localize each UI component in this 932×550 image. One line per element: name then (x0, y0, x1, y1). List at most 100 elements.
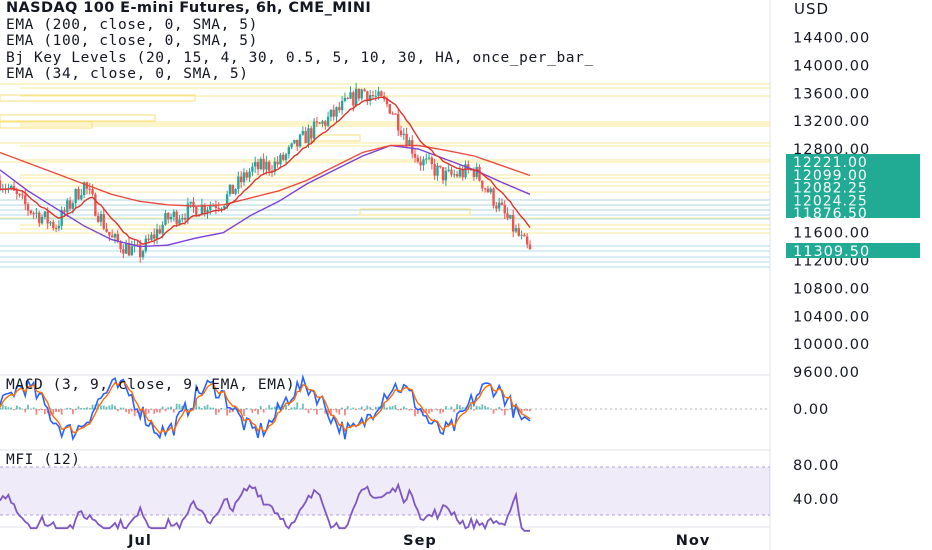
macd-histogram-bar (296, 402, 299, 410)
candle-body (35, 212, 38, 214)
candle-body (399, 130, 403, 136)
macd-histogram-bar (341, 407, 344, 410)
candle-body (528, 244, 532, 250)
macd-histogram-bar (21, 408, 24, 410)
macd-histogram-bar (402, 406, 405, 410)
candle-body (82, 182, 86, 196)
candle-body (26, 204, 30, 211)
candle-body (110, 235, 114, 238)
candle-body (253, 161, 257, 167)
macd-histogram-bar (91, 404, 94, 410)
candle-body (467, 164, 470, 170)
price-tick-label: 14400.00 (793, 31, 870, 47)
macd-histogram-bar (257, 409, 259, 415)
macd-histogram-bar (394, 404, 397, 410)
candle-body (413, 153, 417, 158)
macd-histogram-bar (473, 409, 475, 411)
macd-histogram-bar (4, 406, 7, 410)
macd-histogram-bar (425, 409, 428, 412)
macd-histogram-bar (428, 409, 430, 414)
macd-histogram-bar (7, 407, 10, 410)
candle-body (217, 207, 220, 209)
macd-histogram-bar (265, 408, 268, 410)
candle-body (43, 211, 47, 217)
macd-histogram-bar (80, 407, 83, 410)
candle-body (74, 188, 77, 204)
mfi-tick-label: 80.00 (793, 458, 840, 474)
macd-histogram-bar (111, 404, 114, 410)
candle-body (366, 91, 369, 101)
candle-body (150, 234, 153, 240)
macd-histogram-bar (475, 405, 478, 410)
macd-histogram-bar (198, 406, 201, 410)
candle-body (500, 202, 504, 205)
key-level-label: 12082.25 (793, 181, 868, 197)
candle-body (105, 228, 108, 232)
last-price-label: 11309.50 (793, 244, 870, 260)
macd-histogram-bar (186, 409, 189, 412)
time-axis-label: Jul (127, 533, 152, 549)
macd-histogram-bar (380, 406, 383, 410)
mfi-label: MFI (12) (6, 452, 81, 468)
candle-body (411, 140, 414, 154)
macd-histogram-bar (66, 407, 69, 410)
mfi-line (0, 482, 530, 532)
key-level-box (0, 94, 196, 102)
macd-histogram-bar (161, 406, 164, 410)
macd-histogram-bar (388, 406, 391, 410)
macd-histogram-bar (178, 404, 181, 410)
candle-body (374, 95, 377, 97)
macd-histogram-bar (245, 408, 248, 410)
macd-histogram-bar (262, 409, 265, 413)
candle-body (66, 200, 69, 213)
macd-histogram-bar (287, 409, 290, 410)
candle-body (68, 200, 72, 209)
candle-body (239, 176, 243, 183)
macd-histogram-bar (243, 409, 245, 416)
candle-body (96, 216, 100, 222)
candle-body (46, 211, 49, 224)
macd-histogram-bar (461, 406, 464, 410)
candle-body (523, 234, 526, 237)
candle-body (80, 195, 83, 200)
macd-histogram-bar (439, 409, 442, 414)
macd-histogram-bar (422, 409, 425, 414)
macd-histogram-bar (156, 409, 158, 413)
candle-body (49, 222, 52, 224)
chart-legend: NASDAQ 100 E-mini Futures, 6h, CME_MINI … (6, 0, 594, 83)
macd-histogram-bar (27, 404, 29, 410)
macd-histogram-bar (397, 409, 400, 411)
candle-body (245, 172, 248, 178)
candle-body (178, 219, 181, 224)
macd-histogram-bar (72, 409, 74, 415)
candle-body (430, 157, 434, 165)
macd-histogram-bar (324, 409, 327, 414)
macd-histogram-bar (144, 409, 147, 416)
key-level-box (0, 121, 93, 129)
macd-histogram-bar (150, 409, 153, 410)
candle-body (256, 161, 260, 170)
macd-histogram-bar (217, 409, 220, 413)
candle-body (139, 244, 142, 258)
candle-body (231, 184, 234, 194)
macd-histogram-bar (74, 409, 77, 411)
macd-histogram-bar (307, 409, 310, 414)
macd-histogram-bar (299, 408, 301, 410)
candle-body (38, 212, 41, 224)
macd-histogram-bar (271, 407, 273, 410)
candle-body (183, 217, 187, 220)
candle-body (343, 97, 347, 102)
candle-body (270, 170, 274, 172)
macd-histogram-bar (100, 405, 102, 410)
candle-body (282, 154, 285, 160)
macd-histogram-bar (259, 406, 262, 410)
time-axis-label: Nov (676, 533, 711, 549)
macd-signal-line (0, 380, 531, 435)
candle-body (192, 201, 195, 208)
indicator-ema200: EMA (200, close, 0, SMA, 5) (6, 16, 258, 33)
macd-histogram-bar (360, 406, 363, 410)
candle-body (242, 172, 246, 183)
candle-body (332, 109, 335, 117)
candle-body (318, 122, 321, 124)
